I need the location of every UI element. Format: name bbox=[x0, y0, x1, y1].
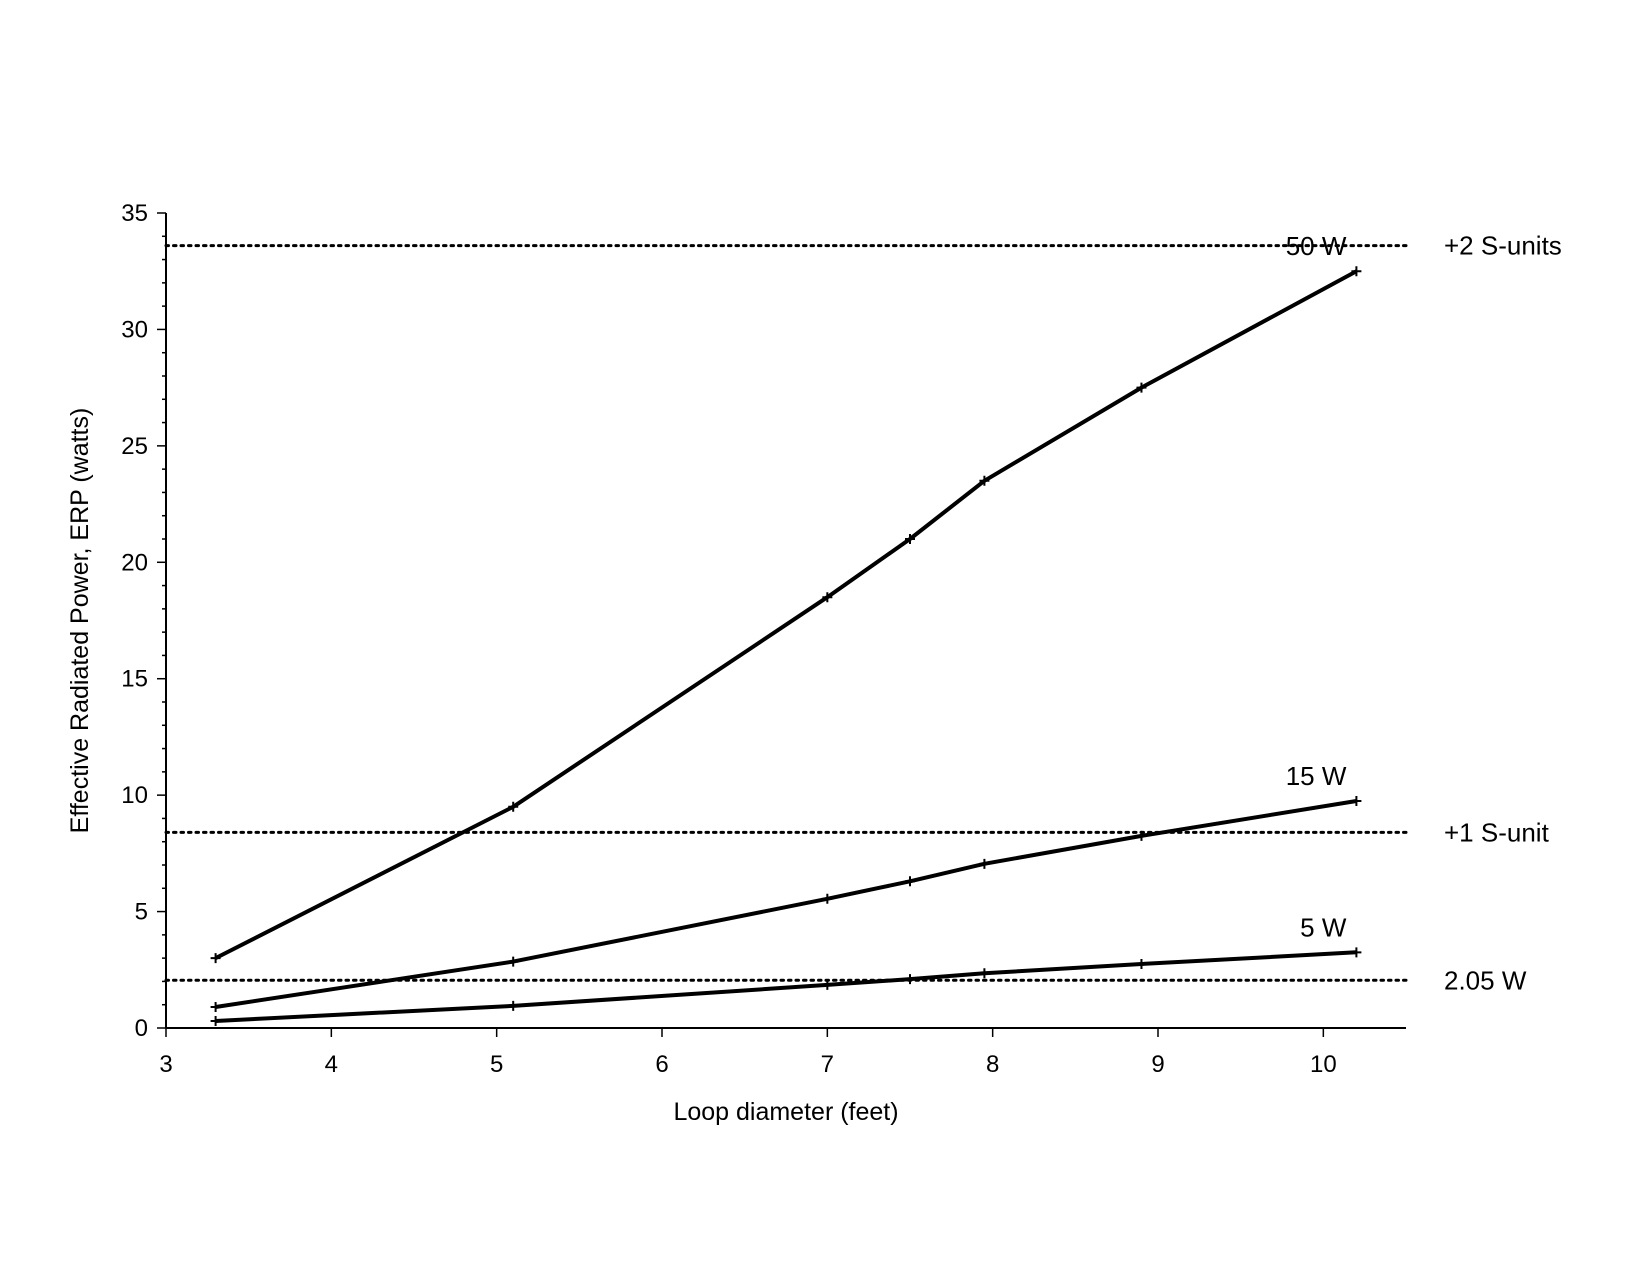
x-tick-label: 5 bbox=[490, 1051, 503, 1078]
series-label: 50 W bbox=[1286, 231, 1347, 261]
data-point-marker bbox=[1351, 266, 1362, 277]
data-point-marker bbox=[508, 956, 519, 967]
axis-ticks: 0 5 10 15 20 25 30 35 3 4 5 6 7 8 9 10 bbox=[121, 200, 1336, 1078]
x-tick-label: 10 bbox=[1310, 1051, 1337, 1078]
reference-line-label: +1 S-unit bbox=[1444, 817, 1550, 847]
data-point-marker bbox=[508, 1000, 519, 1011]
y-tick-label: 5 bbox=[135, 899, 148, 926]
data-point-marker bbox=[1136, 958, 1147, 969]
x-tick-label: 3 bbox=[159, 1051, 172, 1078]
reference-line-label: +2 S-units bbox=[1444, 231, 1562, 261]
data-point-marker bbox=[210, 953, 221, 964]
axes bbox=[165, 213, 1406, 1029]
series bbox=[210, 947, 1362, 1027]
data-point-marker bbox=[210, 1016, 221, 1027]
series-lines bbox=[210, 266, 1362, 1027]
data-point-marker bbox=[822, 893, 833, 904]
series-label: 15 W bbox=[1286, 761, 1347, 791]
series bbox=[210, 266, 1362, 964]
reference-line-label: 2.05 W bbox=[1444, 965, 1527, 995]
data-point-marker bbox=[822, 979, 833, 990]
data-point-marker bbox=[905, 974, 915, 985]
x-tick-label: 9 bbox=[1151, 1051, 1164, 1078]
data-point-marker bbox=[1136, 382, 1147, 393]
data-point-marker bbox=[822, 592, 833, 603]
data-point-marker bbox=[905, 876, 915, 887]
data-point-marker bbox=[1351, 947, 1362, 958]
y-tick-label: 0 bbox=[135, 1015, 148, 1042]
series-label: 5 W bbox=[1300, 912, 1347, 942]
data-point-marker bbox=[979, 858, 990, 869]
y-tick-label: 20 bbox=[121, 549, 148, 576]
data-point-marker bbox=[508, 801, 519, 812]
series bbox=[210, 795, 1362, 1013]
y-tick-label: 10 bbox=[121, 782, 148, 809]
y-tick-label: 35 bbox=[121, 200, 148, 227]
data-point-marker bbox=[210, 1002, 221, 1013]
series-labels: 50 W 15 W 5 W bbox=[1286, 231, 1347, 942]
data-point-marker bbox=[1351, 795, 1362, 806]
y-tick-label: 25 bbox=[121, 433, 148, 460]
reference-lines: +2 S-units +1 S-unit 2.05 W bbox=[164, 231, 1562, 995]
x-tick-label: 6 bbox=[655, 1051, 668, 1078]
data-point-marker bbox=[1136, 830, 1147, 841]
y-tick-label: 15 bbox=[121, 666, 148, 693]
series-line bbox=[214, 269, 1358, 960]
data-point-marker bbox=[979, 475, 990, 486]
series-line bbox=[215, 950, 1357, 1023]
x-tick-label: 7 bbox=[821, 1051, 834, 1078]
data-point-marker bbox=[979, 968, 990, 979]
y-tick-label: 30 bbox=[121, 316, 148, 343]
data-point-marker bbox=[905, 534, 915, 544]
x-tick-label: 8 bbox=[986, 1051, 999, 1078]
x-tick-label: 4 bbox=[325, 1051, 338, 1078]
x-axis-title: Loop diameter (feet) bbox=[673, 1098, 898, 1126]
y-axis-title: Effective Radiated Power, ERP (watts) bbox=[66, 408, 94, 834]
